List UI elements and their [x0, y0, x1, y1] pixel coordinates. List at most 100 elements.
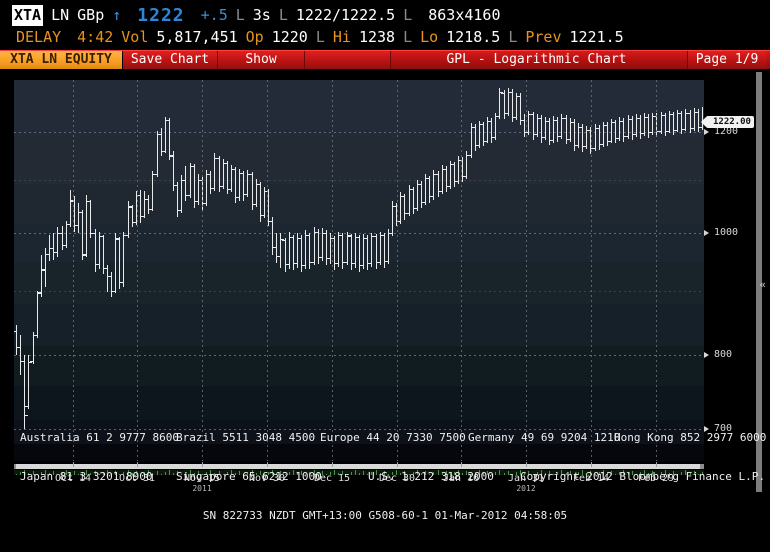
- volume-bar: [632, 471, 633, 475]
- ohlc-bar: [582, 124, 583, 152]
- ohlc-close-tick: [25, 414, 28, 416]
- bid-ask: 1222/1222.5: [295, 6, 396, 24]
- ohlc-bar: [557, 117, 558, 142]
- ohlc-bar: [619, 117, 620, 141]
- volume-bar: [297, 473, 298, 475]
- toolbar-ticker-tab[interactable]: XTA LN EQUITY: [0, 51, 123, 69]
- ohlc-open-tick: [348, 235, 351, 237]
- volume-bar: [293, 470, 294, 475]
- ohlc-bar: [442, 165, 443, 195]
- ohlc-open-tick: [468, 154, 471, 156]
- ohlc-bar: [338, 231, 339, 267]
- volume-bar: [367, 474, 368, 475]
- volume-bar: [165, 472, 166, 475]
- ohlc-bar: [586, 126, 587, 150]
- volume-bar: [479, 470, 480, 475]
- volume-bar: [417, 470, 418, 475]
- prev-close-value: 1221.5: [569, 28, 624, 46]
- volume-bar: [227, 472, 228, 475]
- ohlc-open-tick: [496, 116, 499, 118]
- volume-bar: [330, 472, 331, 475]
- ohlc-open-tick: [695, 111, 698, 113]
- ohlc-bar: [152, 171, 153, 212]
- volume-bar: [132, 473, 133, 475]
- ohlc-bar: [268, 189, 269, 227]
- ohlc-open-tick: [356, 237, 359, 239]
- ohlc-open-tick: [352, 263, 355, 265]
- ohlc-bar: [128, 200, 129, 239]
- ohlc-bar: [673, 111, 674, 136]
- ohlc-bar: [322, 228, 323, 261]
- ohlc-open-tick: [397, 220, 400, 222]
- volume-bar: [347, 474, 348, 475]
- ohlc-bar: [454, 161, 455, 188]
- x-axis-label: Jan 31: [507, 473, 545, 484]
- ohlc-open-tick: [54, 251, 57, 253]
- volume-bar: [128, 470, 129, 475]
- ohlc-bar: [115, 232, 116, 293]
- show-button[interactable]: Show: [218, 51, 305, 69]
- plot-canvas[interactable]: [14, 80, 704, 461]
- ohlc-bar: [33, 331, 34, 364]
- ohlc-bar: [359, 234, 360, 273]
- horizontal-scrollbar[interactable]: [14, 464, 704, 469]
- ohlc-open-tick: [30, 360, 33, 362]
- ohlc-open-tick: [649, 132, 652, 134]
- ohlc-open-tick: [224, 163, 227, 165]
- volume-bar: [396, 470, 397, 475]
- ohlc-bar: [570, 117, 571, 142]
- save-chart-button[interactable]: Save Chart: [123, 51, 218, 69]
- vertical-scrollbar[interactable]: [756, 72, 762, 492]
- ohlc-bar: [82, 209, 83, 260]
- gridline-vertical: [656, 80, 657, 461]
- gridline-horizontal: [14, 429, 704, 430]
- footer-line-1: Australia 61 2 9777 8600 Brazil 5511 3048…: [0, 431, 770, 444]
- y-axis-tick-arrow-icon: [704, 229, 709, 236]
- volume-bar: [404, 471, 405, 475]
- volume-bar: [37, 474, 38, 475]
- delay-label: DELAY: [16, 28, 62, 46]
- volume-bar: [371, 472, 372, 475]
- ohlc-bar: [471, 123, 472, 158]
- volume-bar: [528, 471, 529, 475]
- gridline-horizontal-minor: [14, 291, 704, 292]
- volume-bar: [603, 470, 604, 475]
- page-indicator[interactable]: Page 1/9: [687, 51, 766, 69]
- ohlc-bar: [272, 217, 273, 256]
- volume-bar: [450, 474, 451, 475]
- volume-bar: [690, 473, 691, 475]
- ohlc-bar: [566, 115, 567, 145]
- scroll-left-chevron-icon[interactable]: «: [759, 278, 766, 291]
- volume-bar: [219, 471, 220, 475]
- volume-bar: [628, 473, 629, 475]
- volume-bar: [157, 471, 158, 475]
- volume-bar: [409, 474, 410, 475]
- ohlc-bar: [330, 232, 331, 265]
- volume-bar: [16, 474, 17, 475]
- volume-bar: [272, 470, 273, 475]
- volume-bar: [107, 470, 108, 475]
- volume-bar: [636, 474, 637, 475]
- ohlc-open-tick: [75, 224, 78, 226]
- volume-value: 5,817,451: [156, 28, 238, 46]
- ticker-symbol[interactable]: XTA: [12, 5, 44, 26]
- ohlc-bar: [404, 194, 405, 220]
- horizontal-scrollbar-thumb[interactable]: [16, 464, 700, 469]
- ohlc-bar: [462, 156, 463, 183]
- ohlc-bar: [698, 109, 699, 133]
- ohlc-open-tick: [406, 213, 409, 215]
- ohlc-open-tick: [579, 126, 582, 128]
- ohlc-open-tick: [42, 270, 45, 272]
- chart-area[interactable]: [14, 80, 704, 461]
- ohlc-open-tick: [17, 347, 20, 349]
- ohlc-bar: [70, 190, 71, 228]
- ohlc-bar: [45, 248, 46, 287]
- ohlc-open-tick: [625, 136, 628, 138]
- toolbar-spacer[interactable]: [305, 51, 391, 69]
- ohlc-bar: [219, 155, 220, 193]
- ohlc-open-tick: [182, 180, 185, 182]
- volume-bar: [24, 470, 25, 475]
- ohlc-open-tick: [505, 113, 508, 115]
- y-axis-tick-arrow-icon: [704, 129, 709, 136]
- volume-bar: [326, 474, 327, 475]
